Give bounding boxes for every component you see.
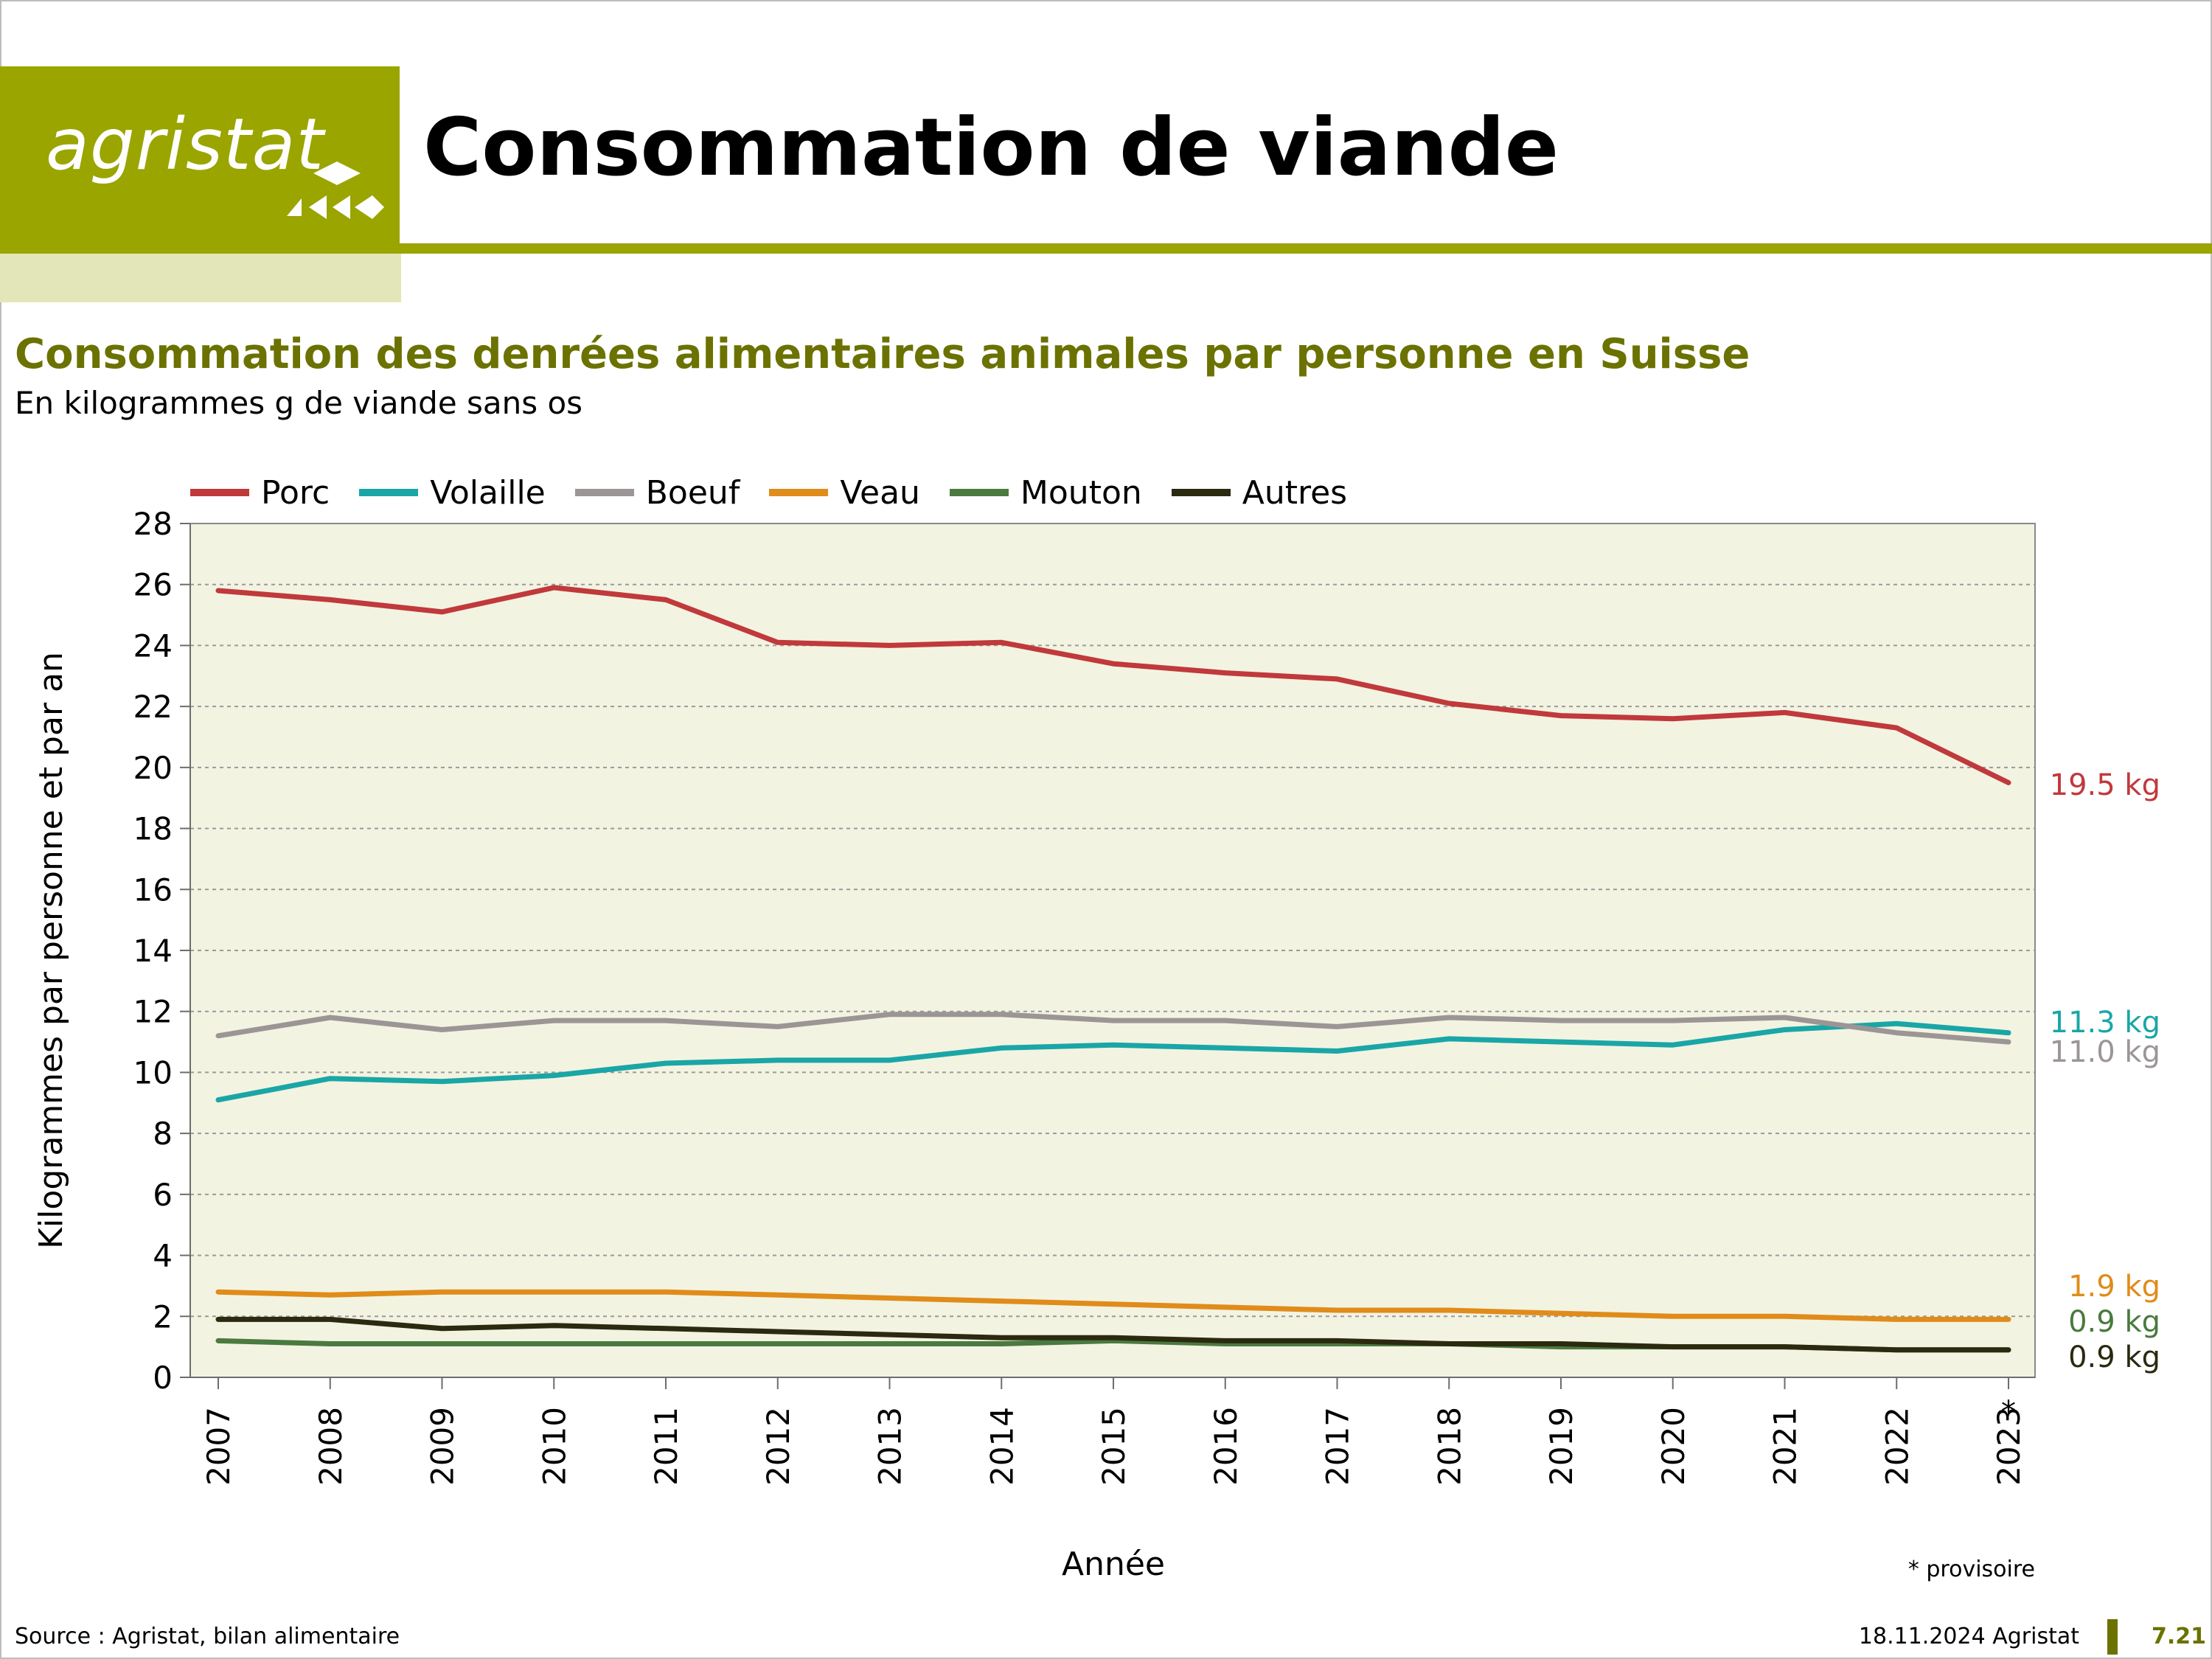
agristat-logo-mark-icon [287, 161, 384, 219]
x-tick-label: 2018 [1431, 1407, 1467, 1486]
end-label-autres: 0.9 kg [2068, 1340, 2160, 1374]
chart-title: Consommation des denrées alimentaires an… [15, 330, 1750, 378]
x-tick-label: 2008 [313, 1407, 349, 1486]
x-tick-label: 2009 [425, 1407, 461, 1486]
legend-swatch [1171, 489, 1231, 496]
y-tick-label: 24 [133, 627, 173, 664]
logo-underbar [0, 254, 401, 302]
legend-label: Veau [840, 473, 920, 512]
x-tick-label: 2019 [1543, 1407, 1579, 1486]
series-line-boeuf [215, 1012, 2011, 1045]
legend-label: Volaille [430, 473, 546, 512]
y-tick-label: 18 [133, 811, 173, 847]
legend-swatch [769, 489, 829, 496]
y-tick-label: 2 [153, 1298, 173, 1335]
end-label-volaille: 11.3 kg [2050, 1006, 2160, 1040]
x-tick-label: 2010 [536, 1407, 572, 1486]
series-line-autres [215, 1316, 2011, 1353]
chart-legend: Porc Volaille Boeuf Veau Mouton Autres [190, 470, 1377, 515]
end-label-mouton: 0.9 kg [2068, 1305, 2160, 1339]
x-tick-label: 2023 [1991, 1407, 2027, 1486]
legend-label: Mouton [1020, 473, 1142, 512]
footer-date: 18.11.2024 Agristat [1858, 1624, 2079, 1649]
legend-label: Boeuf [645, 473, 740, 512]
x-tick-label: 2015 [1096, 1407, 1132, 1486]
legend-label: Porc [261, 473, 330, 512]
chart-subtitle: En kilogrammes g de viande sans os [15, 385, 583, 421]
y-tick-label: 12 [133, 994, 173, 1030]
legend-item-boeuf: Boeuf [574, 473, 740, 512]
x-tick-label: 2014 [984, 1407, 1020, 1486]
x-tick-label: 2017 [1320, 1407, 1356, 1486]
legend-label: Autres [1242, 473, 1348, 512]
x-tick-label: 2007 [201, 1407, 237, 1486]
y-tick-label: 8 [153, 1116, 173, 1152]
provisional-note: * provisoire [1908, 1557, 2035, 1582]
y-tick-label: 14 [133, 933, 173, 969]
footer-divider [2107, 1619, 2118, 1655]
y-axis-label: Kilogrammes par personne et par an [32, 652, 70, 1249]
x-tick-label: 2012 [760, 1407, 796, 1486]
legend-item-mouton: Mouton [949, 473, 1142, 512]
x-tick-label: 2011 [648, 1407, 684, 1486]
agristat-logo: agristat [46, 103, 325, 186]
series-line-porc [215, 585, 2011, 785]
legend-swatch [949, 489, 1009, 496]
x-tick-label: 2021 [1767, 1407, 1804, 1486]
end-label-boeuf: 11.0 kg [2050, 1035, 2160, 1069]
logo-panel [0, 66, 400, 254]
page-title: Consommation de viande [423, 102, 1559, 194]
y-tick-label: 4 [153, 1238, 173, 1274]
series-line-volaille [215, 1020, 2011, 1103]
y-tick-label: 22 [133, 689, 173, 725]
series-line-veau [215, 1289, 2011, 1322]
y-tick-label: 20 [133, 750, 173, 786]
y-tick-label: 0 [153, 1360, 173, 1396]
x-tick-label: 2016 [1208, 1407, 1244, 1486]
end-label-porc: 19.5 kg [2050, 768, 2160, 802]
y-tick-label: 10 [133, 1054, 173, 1091]
legend-swatch [574, 489, 634, 496]
provisional-marker: * [2001, 1395, 2016, 1429]
legend-item-volaille: Volaille [359, 474, 546, 512]
x-tick-label: 2020 [1655, 1407, 1691, 1486]
legend-swatch [190, 489, 249, 496]
y-tick-label: 6 [153, 1177, 173, 1213]
end-label-veau: 1.9 kg [2068, 1270, 2160, 1304]
header-rule [400, 243, 2212, 254]
x-axis-label: Année [1062, 1545, 1165, 1583]
x-tick-label: 2022 [1879, 1407, 1915, 1486]
y-tick-label: 28 [133, 506, 173, 542]
legend-item-porc: Porc [190, 474, 330, 512]
legend-item-autres: Autres [1171, 473, 1348, 512]
y-tick-label: 16 [133, 872, 173, 908]
footer-page-code: 7.21 [2152, 1624, 2207, 1649]
footer-source: Source : Agristat, bilan alimentaire [15, 1624, 400, 1649]
y-tick-label: 26 [133, 567, 173, 603]
x-tick-label: 2013 [872, 1407, 908, 1486]
legend-item-veau: Veau [769, 474, 920, 512]
legend-swatch [359, 489, 419, 496]
